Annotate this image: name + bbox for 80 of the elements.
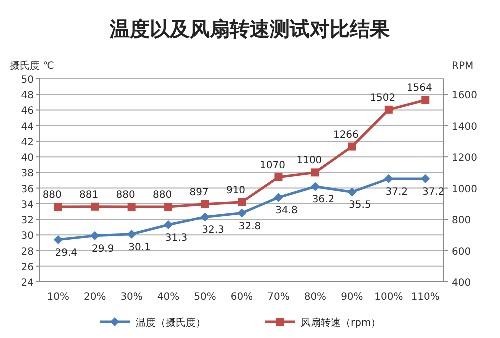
x-tick-label: 30% <box>120 292 143 303</box>
legend-label: 风扇转速（rpm） <box>301 317 382 329</box>
point <box>421 174 430 184</box>
x-tick-label: 80% <box>304 292 327 303</box>
data-label: 36.2 <box>312 194 335 206</box>
data-label: 1070 <box>260 160 286 172</box>
y-tick-label: 34 <box>21 200 34 211</box>
y-tick-label: 40 <box>21 153 34 164</box>
data-label: 880 <box>116 190 136 202</box>
y-tick-label: 26 <box>21 262 34 274</box>
data-label: 880 <box>42 190 62 202</box>
y-tick-label: 36 <box>21 184 34 196</box>
x-tick-label: 60% <box>230 292 254 303</box>
point <box>200 212 210 222</box>
x-tick-label: 110% <box>411 292 440 303</box>
point <box>348 188 357 197</box>
y-tick-label: 38 <box>21 168 34 180</box>
y-tick-label: 30 <box>21 231 34 242</box>
y-tick-label: 24 <box>21 278 34 289</box>
x-tick-label: 100% <box>374 292 404 303</box>
point <box>311 168 320 177</box>
legend-label: 温度（摄氏度） <box>136 317 206 329</box>
x-tick-label: 40% <box>157 292 180 303</box>
data-label: 32.8 <box>238 221 262 232</box>
data-label: 880 <box>153 190 172 202</box>
data-label: 1564 <box>406 83 432 94</box>
data-label: 29.9 <box>92 244 114 255</box>
data-label: 29.4 <box>55 248 78 259</box>
data-label: 37.2 <box>422 186 445 198</box>
y-tick-label: 44 <box>21 122 34 133</box>
y-tick-label: 42 <box>21 137 34 148</box>
y2-tick-label: 400 <box>452 278 472 289</box>
data-label: 1100 <box>296 156 322 167</box>
data-label: 1502 <box>370 92 396 104</box>
point <box>128 203 136 212</box>
chart-title: 温度以及风扇转速测试对比结果 <box>109 17 391 41</box>
data-label: 32.3 <box>202 225 224 236</box>
data-label: 34.8 <box>276 206 298 217</box>
point <box>384 174 394 184</box>
point <box>127 230 136 239</box>
data-label: 30.1 <box>128 242 151 254</box>
data-label: 897 <box>190 187 209 198</box>
point <box>91 202 100 211</box>
point <box>164 203 173 212</box>
y2-tick-label: 1600 <box>452 90 478 102</box>
data-label: 881 <box>80 190 99 201</box>
point <box>274 173 283 182</box>
data-label: 35.5 <box>349 200 372 212</box>
y2-tick-label: 1400 <box>452 122 478 133</box>
point <box>384 106 393 114</box>
point <box>274 193 284 202</box>
point <box>201 200 210 208</box>
point <box>238 208 246 218</box>
point <box>348 142 356 151</box>
x-tick-label: 70% <box>268 292 290 303</box>
x-tick-label: 90% <box>341 292 364 303</box>
point <box>310 182 320 192</box>
y2-tick-label: 1000 <box>452 184 478 196</box>
data-label: 37.2 <box>386 186 408 198</box>
data-label: 910 <box>226 185 246 196</box>
y-axis-title: 摄氏度 ℃ <box>10 60 54 72</box>
point <box>422 96 430 104</box>
point <box>238 198 246 206</box>
y-tick-label: 46 <box>21 106 34 118</box>
x-tick-label: 50% <box>194 292 216 303</box>
point <box>164 220 174 230</box>
y-tick-label: 50 <box>21 75 34 86</box>
y2-tick-label: 800 <box>452 216 472 227</box>
y2-tick-label: 1200 <box>452 153 478 164</box>
y-tick-label: 28 <box>21 246 34 258</box>
point <box>54 203 62 212</box>
point <box>54 235 63 244</box>
x-tick-label: 10% <box>47 292 70 303</box>
y2-axis-title: RPM <box>452 61 474 72</box>
y-tick-label: 48 <box>21 90 34 102</box>
y2-tick-label: 600 <box>452 246 472 258</box>
x-tick-label: 20% <box>84 292 106 303</box>
y-tick-label: 32 <box>21 216 34 227</box>
data-label: 1266 <box>333 130 359 141</box>
data-label: 31.3 <box>165 233 188 244</box>
